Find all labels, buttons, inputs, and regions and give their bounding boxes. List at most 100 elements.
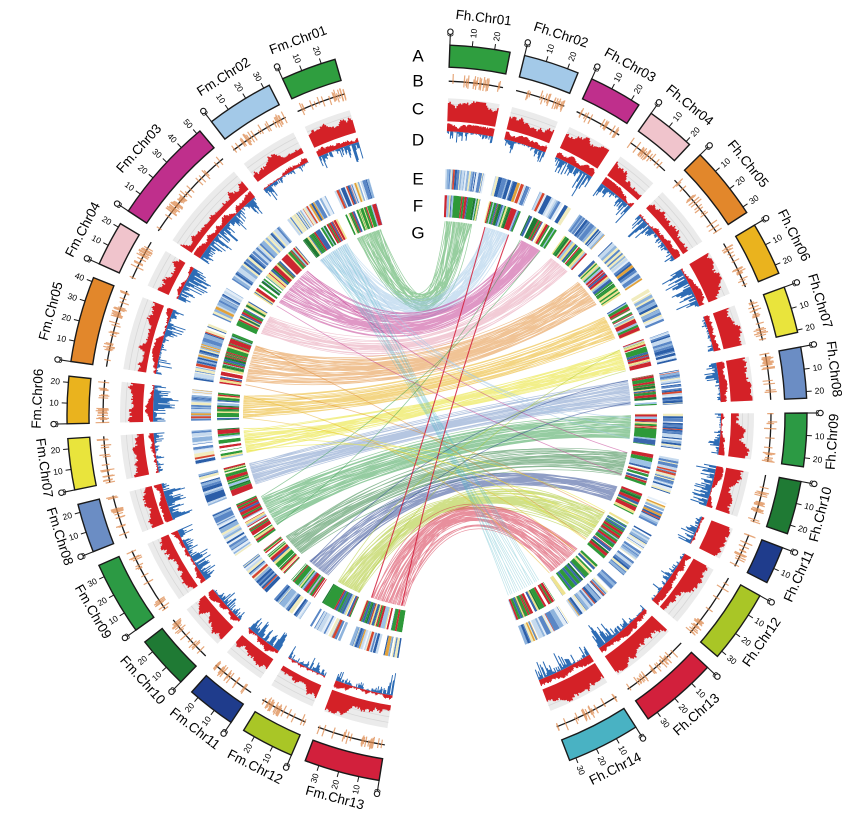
axis-tick-label: 40 [73, 270, 86, 283]
track-C-gridline [176, 175, 238, 244]
track-E-heatmap [192, 442, 213, 448]
zero-pin-circle [168, 688, 175, 695]
track-E-heatmap [661, 382, 682, 391]
track-F-heatmap [385, 607, 406, 633]
track-F-heatmap [220, 452, 243, 458]
chromosome-group-Fh.Chr12: 0102030Fh.Chr12 [587, 511, 784, 669]
track-E-heatmap [448, 169, 484, 194]
track-C-red-histogram [728, 413, 750, 459]
track-E-heatmap [661, 413, 684, 448]
track-C-gridline [510, 112, 556, 128]
track-E-heatmap [336, 184, 358, 209]
track-E-heatmap [444, 169, 465, 191]
track-E-heatmap [340, 179, 373, 207]
track-F-heatmap [550, 552, 596, 596]
zero-pin-circle [793, 279, 801, 286]
axis-tick-label: 10 [290, 52, 303, 65]
axis-tick-label: 10 [611, 70, 624, 83]
axis-tick-label: 10 [815, 431, 825, 442]
track-D-red-histogram [208, 589, 241, 622]
track-D-blue-histogram [161, 483, 193, 520]
axis-tick [242, 93, 247, 99]
track-F-heatmap [631, 374, 657, 399]
track-E-heatmap [308, 607, 346, 641]
track-E-heatmap [636, 298, 665, 329]
zero-pin-stem [286, 754, 292, 766]
track-F-heatmap [520, 215, 543, 242]
track-F-heatmap [267, 541, 285, 556]
track-E-heatmap [645, 500, 665, 510]
track-E-heatmap [536, 193, 563, 221]
track-E-heatmap [223, 288, 244, 304]
track-E-heatmap [191, 401, 212, 413]
track-D-blue-histogram [588, 605, 645, 649]
track-F-heatmap [222, 335, 253, 372]
track-E-heatmap [640, 511, 660, 523]
track-E-heatmap [656, 466, 677, 476]
track-D-blue-histogram [288, 646, 327, 677]
track-F-heatmap [224, 464, 249, 483]
ideogram-Fh.Chr14 [560, 707, 637, 762]
track-B-axis [131, 241, 152, 279]
track-C-gridline [152, 541, 185, 597]
axis-tick-label: 20 [814, 385, 824, 396]
track-F-heatmap [228, 477, 250, 487]
axis-tick [210, 710, 215, 716]
track-E-heatmap [194, 323, 228, 376]
zero-pin-circle [655, 99, 663, 106]
track-E-heatmap [217, 517, 252, 555]
track-F-heatmap [245, 512, 274, 540]
track-F-heatmap [625, 450, 654, 484]
track-E-heatmap [321, 614, 337, 636]
track-D-blue-histogram [318, 142, 364, 169]
track-F-heatmap [346, 595, 356, 616]
track-F-heatmap [634, 399, 657, 404]
track-F-heatmap [551, 235, 585, 269]
ideogram-Fh.Chr10 [765, 476, 802, 535]
track-E-heatmap [193, 333, 224, 381]
track-D-red-histogram [151, 307, 174, 374]
track-F-heatmap [592, 515, 627, 552]
track-E-heatmap [568, 215, 595, 242]
track-C-red-histogram [604, 615, 667, 673]
track-B-axis [723, 243, 747, 288]
axis-tick [668, 122, 673, 128]
track-F-heatmap [218, 435, 243, 454]
track-D-red-histogram [176, 266, 194, 299]
track-E-heatmap [567, 599, 580, 616]
chromosome-group-Fm.Chr05: 010203040Fm.Chr05 [36, 270, 254, 387]
track-F-heatmap [219, 338, 252, 387]
track-F-heatmap [302, 225, 337, 258]
chromosome-group-Fh.Chr01: 01020Fh.Chr01 [443, 7, 513, 221]
track-E-heatmap [660, 433, 683, 449]
track-E-heatmap [190, 389, 213, 416]
axis-tick [729, 184, 735, 190]
ideogram-Fh.Chr02 [518, 54, 579, 95]
track-B-orange-ticks [103, 289, 130, 362]
track-F-heatmap [469, 198, 476, 221]
track-label-F: F [413, 197, 423, 216]
track-E-heatmap [662, 417, 683, 434]
track-F-heatmap [360, 600, 406, 633]
track-E-heatmap [216, 290, 243, 315]
axis-tick [715, 167, 720, 172]
axis-tick [765, 241, 771, 246]
track-E-heatmap [212, 506, 249, 551]
track-E-heatmap [194, 450, 215, 458]
track-F-heatmap [627, 468, 649, 476]
track-E-heatmap [243, 554, 270, 580]
synteny-link-bundle-Fm.Chr07-Fh.Chr12 [243, 427, 606, 541]
zero-pin-circle [77, 553, 84, 560]
ideogram-Fm.Chr06 [66, 375, 92, 425]
track-F-heatmap [633, 388, 656, 392]
ideogram-Fm.Chr12 [242, 710, 302, 757]
track-F-heatmap [552, 236, 583, 267]
chromosome-group-Fh.Chr07: 01020Fh.Chr07 [622, 272, 836, 371]
track-F-heatmap [623, 340, 651, 367]
axis-tick [269, 746, 274, 752]
axis-tick [113, 223, 119, 228]
ideogram-Fh.Chr03 [581, 77, 640, 125]
track-E-heatmap [362, 630, 370, 650]
track-E-heatmap [194, 337, 223, 375]
axis-tick [86, 279, 93, 282]
